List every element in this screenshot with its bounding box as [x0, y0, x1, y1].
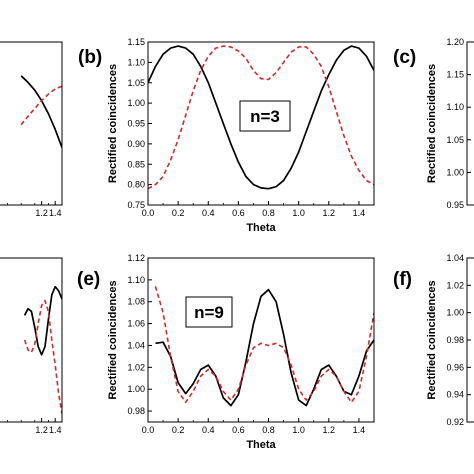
- y-tick-label: 1.04: [127, 340, 145, 350]
- y-tick-label: 0.92: [446, 417, 464, 427]
- plot-frame: [466, 41, 474, 206]
- solid-black-series: [23, 285, 62, 356]
- series-group: [20, 75, 62, 148]
- x-tick-label: 1.4: [49, 208, 62, 218]
- y-axis-label: Rectified coincidences: [426, 64, 438, 183]
- y-axis-label: Rectified coincidences: [426, 280, 438, 399]
- y-axis-label: Rectified coincidences: [107, 64, 119, 183]
- annotation-box: [239, 100, 291, 132]
- panel-label: (b): [78, 47, 102, 68]
- x-tick-label: 0.0: [142, 425, 155, 435]
- x-tick-label: 0.2: [172, 208, 185, 218]
- dashed-red-series: [20, 85, 62, 126]
- series-group: [154, 286, 374, 407]
- x-tick-label: 0.4: [202, 425, 215, 435]
- y-tick-label: 1.00: [446, 167, 464, 177]
- panel-c: 0.95 1.00 1.05 1.10 1.15 1.20 Rectified coinci…: [393, 37, 474, 210]
- y-tick-label: 1.15: [446, 70, 464, 80]
- y-tick-label: 1.10: [127, 275, 145, 285]
- series-group: [148, 45, 374, 190]
- y-tick-label: 0.95: [446, 200, 464, 210]
- y-tick-label: 1.12: [127, 253, 145, 263]
- panel-f: 0.92 0.94 0.96 0.98 1.00 1.02 1.04 Rectified co…: [393, 253, 474, 427]
- panel-b: 0.0 0.2 0.4 0.6 0.8 1.0 1.2 1.4 0.75 0.80 0.85 0.90…: [78, 37, 375, 234]
- y-tick-label: 0.85: [127, 159, 145, 169]
- x-tick-label: 1.2: [323, 425, 336, 435]
- x-tick-label: 0.2: [172, 425, 185, 435]
- y-axis-label: Rectified coincidences: [107, 280, 119, 399]
- y-tick-label: 0.90: [127, 139, 145, 149]
- y-tick-label: 0.98: [127, 406, 145, 416]
- y-tick-label: 1.02: [446, 280, 464, 290]
- y-tick-label: 0.75: [127, 200, 145, 210]
- panel-e: 0.0 0.2 0.4 0.6 0.8 1.0 1.2 1.4 0.98 1.00 1.02 1.04…: [77, 253, 375, 451]
- x-axis-label: Theta: [246, 439, 276, 451]
- plot-frame: [0, 41, 63, 206]
- x-tick-label: 1.4: [353, 425, 366, 435]
- x-tick-label: 1.0: [292, 425, 305, 435]
- x-tick-label: 1.0: [292, 208, 305, 218]
- x-axis-label: Theta: [246, 222, 276, 234]
- y-tick-label: 1.00: [127, 384, 145, 394]
- y-tick-label: 1.06: [127, 319, 145, 329]
- x-tick-label: 0.4: [202, 208, 215, 218]
- y-tick-label: 1.00: [127, 98, 145, 108]
- y-tick-label: 1.20: [446, 37, 464, 47]
- y-tick-label: 1.10: [127, 57, 145, 67]
- panel-label: (f): [393, 269, 412, 290]
- x-tick-label: 1.2: [35, 425, 48, 435]
- y-tick-label: 0.95: [127, 119, 145, 129]
- solid-black-series: [20, 75, 62, 148]
- y-tick-label: 1.04: [446, 253, 464, 263]
- annotation-box: [185, 296, 233, 328]
- solid-black-series: [148, 45, 374, 190]
- annotation-label: n=3: [250, 107, 280, 126]
- y-tick-label: 1.15: [127, 37, 145, 47]
- y-tick-label: 0.80: [127, 180, 145, 190]
- y-tick-label: 1.02: [127, 362, 145, 372]
- dashed-red-series: [148, 45, 374, 190]
- y-tick-label: 1.08: [127, 297, 145, 307]
- y-tick-label: 1.05: [127, 78, 145, 88]
- panel-label: (c): [393, 47, 416, 68]
- y-tick-label: 1.10: [446, 102, 464, 112]
- x-tick-label: 0.6: [232, 425, 245, 435]
- x-tick-label: 0.0: [142, 208, 155, 218]
- x-tick-label: 0.8: [262, 208, 275, 218]
- x-tick-label: 1.4: [49, 425, 62, 435]
- x-tick-label: 1.4: [353, 208, 366, 218]
- panel-d: 1.2 1.4: [0, 257, 63, 435]
- dashed-red-series: [23, 299, 62, 414]
- y-tick-label: 0.96: [446, 362, 464, 372]
- y-tick-label: 0.98: [446, 335, 464, 345]
- plot-frame: [147, 257, 375, 423]
- annotation-label: n=9: [194, 303, 224, 322]
- x-tick-label: 1.2: [323, 208, 336, 218]
- y-tick-label: 1.05: [446, 135, 464, 145]
- y-tick-label: 1.00: [446, 308, 464, 318]
- plot-frame: [0, 257, 63, 423]
- x-tick-label: 1.2: [35, 208, 48, 218]
- panel-label: (e): [77, 269, 100, 290]
- series-group: [23, 285, 62, 414]
- x-tick-label: 0.8: [262, 425, 275, 435]
- panel-a: 1.2 1.4: [0, 41, 63, 218]
- x-tick-label: 0.6: [232, 208, 245, 218]
- y-tick-label: 0.94: [446, 390, 464, 400]
- dashed-red-series: [154, 286, 374, 404]
